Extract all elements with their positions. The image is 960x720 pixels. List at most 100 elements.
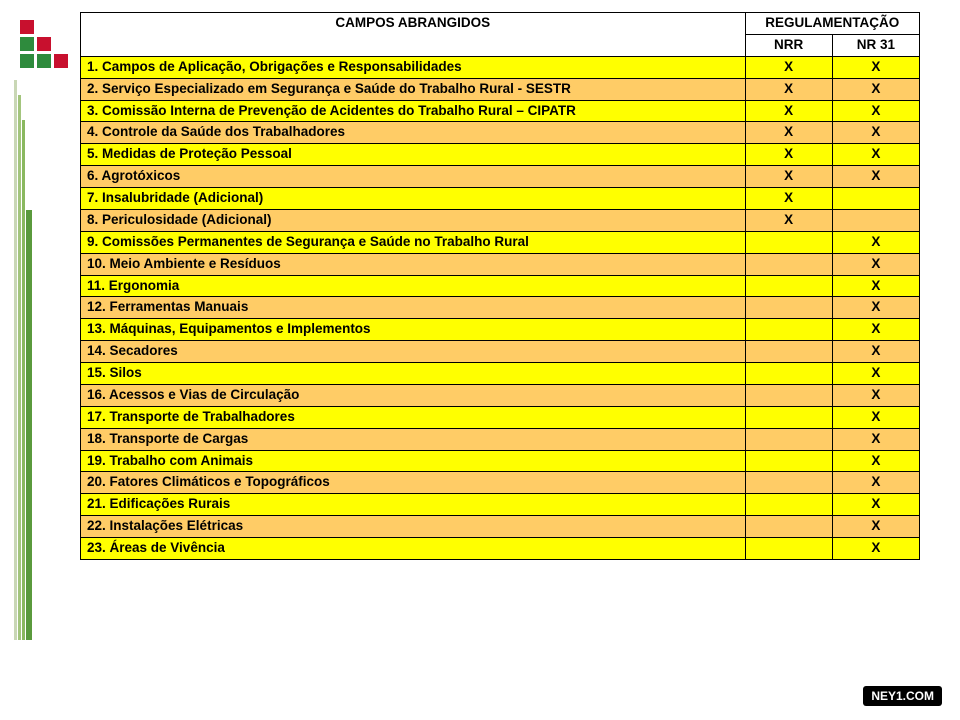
row-nrr-mark (745, 275, 832, 297)
row-nrr-mark (745, 253, 832, 275)
table-row: 21. Edificações Rurais X (81, 494, 920, 516)
row-nr31-mark: X (832, 231, 919, 253)
row-nrr-mark (745, 538, 832, 560)
row-nr31-mark (832, 209, 919, 231)
row-label: 19. Trabalho com Animais (81, 450, 746, 472)
table-row: 22. Instalações Elétricas X (81, 516, 920, 538)
table-row: 23. Áreas de Vivência X (81, 538, 920, 560)
row-nrr-mark (745, 494, 832, 516)
table-row: 15. Silos X (81, 363, 920, 385)
row-nr31-mark: X (832, 122, 919, 144)
row-nr31-mark: X (832, 144, 919, 166)
table-row: 2. Serviço Especializado em Segurança e … (81, 78, 920, 100)
row-nr31-mark: X (832, 100, 919, 122)
row-label: 10. Meio Ambiente e Resíduos (81, 253, 746, 275)
table-row: 11. Ergonomia X (81, 275, 920, 297)
row-nrr-mark: X (745, 56, 832, 78)
row-nrr-mark (745, 231, 832, 253)
table-row: 19. Trabalho com Animais X (81, 450, 920, 472)
row-label: 8. Periculosidade (Adicional) (81, 209, 746, 231)
row-nr31-mark: X (832, 406, 919, 428)
table-row: 18. Transporte de Cargas X (81, 428, 920, 450)
row-label: 17. Transporte de Trabalhadores (81, 406, 746, 428)
row-nr31-mark: X (832, 78, 919, 100)
row-label: 2. Serviço Especializado em Segurança e … (81, 78, 746, 100)
table-row: 13. Máquinas, Equipamentos e Implementos… (81, 319, 920, 341)
row-label: 22. Instalações Elétricas (81, 516, 746, 538)
row-nrr-mark: X (745, 78, 832, 100)
row-nrr-mark: X (745, 166, 832, 188)
row-nr31-mark: X (832, 253, 919, 275)
row-nr31-mark: X (832, 538, 919, 560)
table-row: 1. Campos de Aplicação, Obrigações e Res… (81, 56, 920, 78)
row-label: 5. Medidas de Proteção Pessoal (81, 144, 746, 166)
row-nr31-mark: X (832, 341, 919, 363)
row-label: 7. Insalubridade (Adicional) (81, 188, 746, 210)
row-nrr-mark (745, 319, 832, 341)
row-nrr-mark: X (745, 209, 832, 231)
table-row: 14. Secadores X (81, 341, 920, 363)
table-row: 16. Acessos e Vias de Circulação X (81, 384, 920, 406)
row-nr31-mark: X (832, 494, 919, 516)
regulation-table: CAMPOS ABRANGIDOS REGULAMENTAÇÃO NRR NR … (80, 12, 920, 560)
side-decorative-stripes (14, 80, 32, 645)
row-nr31-mark: X (832, 319, 919, 341)
table-row: 20. Fatores Climáticos e Topográficos X (81, 472, 920, 494)
row-nrr-mark (745, 516, 832, 538)
row-label: 15. Silos (81, 363, 746, 385)
row-nr31-mark: X (832, 363, 919, 385)
row-nrr-mark: X (745, 100, 832, 122)
table-body: 1. Campos de Aplicação, Obrigações e Res… (81, 56, 920, 559)
row-nr31-mark: X (832, 428, 919, 450)
row-nrr-mark (745, 450, 832, 472)
row-label: 23. Áreas de Vivência (81, 538, 746, 560)
row-nr31-mark: X (832, 450, 919, 472)
row-nrr-mark (745, 341, 832, 363)
row-label: 3. Comissão Interna de Prevenção de Acid… (81, 100, 746, 122)
row-nrr-mark (745, 406, 832, 428)
row-nrr-mark: X (745, 144, 832, 166)
header-campos: CAMPOS ABRANGIDOS (81, 13, 746, 57)
row-label: 12. Ferramentas Manuais (81, 297, 746, 319)
table-row: 10. Meio Ambiente e Resíduos X (81, 253, 920, 275)
row-nrr-mark (745, 297, 832, 319)
row-nr31-mark (832, 188, 919, 210)
row-nr31-mark: X (832, 472, 919, 494)
table-row: 3. Comissão Interna de Prevenção de Acid… (81, 100, 920, 122)
header-nr31: NR 31 (832, 34, 919, 56)
header-nrr: NRR (745, 34, 832, 56)
table-row: 9. Comissões Permanentes de Segurança e … (81, 231, 920, 253)
row-label: 18. Transporte de Cargas (81, 428, 746, 450)
row-label: 4. Controle da Saúde dos Trabalhadores (81, 122, 746, 144)
table-row: 8. Periculosidade (Adicional)X (81, 209, 920, 231)
table-row: 5. Medidas de Proteção PessoalXX (81, 144, 920, 166)
row-label: 20. Fatores Climáticos e Topográficos (81, 472, 746, 494)
row-nrr-mark (745, 384, 832, 406)
row-nrr-mark: X (745, 122, 832, 144)
header-regulamentacao: REGULAMENTAÇÃO (745, 13, 919, 35)
row-nr31-mark: X (832, 516, 919, 538)
row-label: 6. Agrotóxicos (81, 166, 746, 188)
regulation-table-container: CAMPOS ABRANGIDOS REGULAMENTAÇÃO NRR NR … (80, 12, 920, 560)
row-nrr-mark (745, 363, 832, 385)
row-nrr-mark (745, 472, 832, 494)
row-label: 11. Ergonomia (81, 275, 746, 297)
institution-logo (20, 20, 68, 68)
row-nr31-mark: X (832, 297, 919, 319)
row-nr31-mark: X (832, 275, 919, 297)
table-row: 7. Insalubridade (Adicional)X (81, 188, 920, 210)
footer-badge: NEY1.COM (863, 686, 942, 706)
row-label: 13. Máquinas, Equipamentos e Implementos (81, 319, 746, 341)
table-row: 12. Ferramentas Manuais X (81, 297, 920, 319)
row-nrr-mark (745, 428, 832, 450)
row-label: 14. Secadores (81, 341, 746, 363)
row-label: 21. Edificações Rurais (81, 494, 746, 516)
row-label: 9. Comissões Permanentes de Segurança e … (81, 231, 746, 253)
row-nr31-mark: X (832, 384, 919, 406)
table-row: 6. AgrotóxicosXX (81, 166, 920, 188)
row-nrr-mark: X (745, 188, 832, 210)
table-row: 17. Transporte de Trabalhadores X (81, 406, 920, 428)
row-label: 16. Acessos e Vias de Circulação (81, 384, 746, 406)
row-nr31-mark: X (832, 166, 919, 188)
row-label: 1. Campos de Aplicação, Obrigações e Res… (81, 56, 746, 78)
